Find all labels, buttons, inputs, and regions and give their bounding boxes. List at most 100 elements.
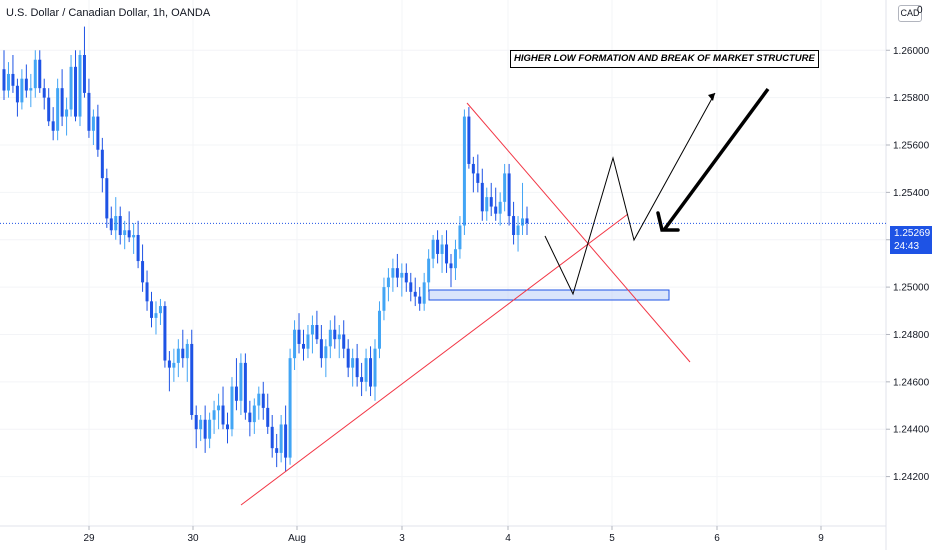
candle[interactable] bbox=[199, 415, 203, 442]
candle[interactable] bbox=[203, 405, 207, 453]
candle[interactable] bbox=[453, 239, 457, 280]
candle[interactable] bbox=[315, 310, 319, 344]
candle[interactable] bbox=[355, 343, 359, 387]
candle[interactable] bbox=[270, 415, 274, 458]
candle[interactable] bbox=[38, 50, 42, 93]
candle[interactable] bbox=[56, 78, 60, 141]
candle[interactable] bbox=[480, 168, 484, 221]
candle[interactable] bbox=[74, 50, 78, 122]
candle[interactable] bbox=[266, 393, 270, 434]
candle[interactable] bbox=[145, 270, 149, 311]
candle[interactable] bbox=[427, 249, 431, 292]
candle[interactable] bbox=[525, 206, 529, 235]
candle[interactable] bbox=[181, 329, 185, 368]
annotation-text-box[interactable]: HIGHER LOW FORMATION AND BREAK OF MARKET… bbox=[510, 50, 819, 68]
descending-trendline[interactable] bbox=[466, 102, 691, 363]
candle[interactable] bbox=[310, 315, 314, 354]
candle[interactable] bbox=[141, 244, 145, 292]
candle[interactable] bbox=[377, 301, 381, 359]
candle[interactable] bbox=[91, 109, 95, 145]
candle[interactable] bbox=[431, 235, 435, 269]
candle[interactable] bbox=[24, 64, 28, 98]
candle[interactable] bbox=[2, 50, 6, 100]
candle[interactable] bbox=[33, 50, 37, 98]
candle[interactable] bbox=[190, 329, 194, 420]
candle[interactable] bbox=[413, 277, 417, 307]
candle[interactable] bbox=[226, 412, 229, 444]
candle[interactable] bbox=[257, 386, 261, 420]
candle[interactable] bbox=[386, 268, 390, 302]
candle[interactable] bbox=[436, 230, 440, 264]
candle[interactable] bbox=[409, 272, 413, 302]
candle[interactable] bbox=[11, 55, 15, 93]
candle[interactable] bbox=[114, 197, 118, 240]
candle[interactable] bbox=[498, 192, 502, 226]
candle[interactable] bbox=[284, 405, 288, 472]
candle[interactable] bbox=[391, 258, 395, 292]
candle[interactable] bbox=[445, 230, 449, 273]
candle[interactable] bbox=[489, 182, 493, 217]
candle[interactable] bbox=[150, 291, 154, 328]
candle[interactable] bbox=[230, 377, 234, 437]
candle[interactable] bbox=[369, 346, 373, 397]
candle[interactable] bbox=[167, 351, 171, 392]
candle[interactable] bbox=[118, 206, 122, 245]
candle[interactable] bbox=[123, 220, 127, 250]
candle[interactable] bbox=[136, 220, 140, 269]
candle[interactable] bbox=[154, 301, 158, 335]
candle[interactable] bbox=[507, 163, 511, 226]
candle[interactable] bbox=[467, 107, 471, 169]
candle[interactable] bbox=[275, 433, 279, 468]
candle[interactable] bbox=[516, 216, 520, 252]
candle[interactable] bbox=[132, 223, 136, 254]
candle[interactable] bbox=[243, 353, 247, 420]
candle[interactable] bbox=[87, 78, 91, 138]
candle[interactable] bbox=[404, 263, 408, 292]
candle[interactable] bbox=[217, 393, 221, 430]
candle[interactable] bbox=[288, 348, 292, 465]
candle[interactable] bbox=[485, 187, 489, 221]
candle[interactable] bbox=[208, 412, 212, 449]
candle[interactable] bbox=[400, 263, 404, 297]
candle[interactable] bbox=[248, 400, 252, 437]
candle[interactable] bbox=[503, 163, 507, 212]
candle[interactable] bbox=[194, 405, 198, 449]
support-zone-rectangle[interactable] bbox=[428, 289, 670, 301]
candle[interactable] bbox=[324, 339, 328, 378]
candle[interactable] bbox=[239, 353, 243, 415]
candle[interactable] bbox=[337, 325, 341, 359]
candle[interactable] bbox=[65, 97, 69, 136]
candle[interactable] bbox=[234, 358, 238, 411]
candle[interactable] bbox=[158, 298, 162, 325]
candle[interactable] bbox=[261, 381, 265, 420]
candle[interactable] bbox=[185, 339, 189, 382]
candle[interactable] bbox=[382, 277, 386, 321]
candle[interactable] bbox=[163, 301, 167, 368]
candle[interactable] bbox=[60, 69, 64, 127]
symbol-title[interactable]: U.S. Dollar / Canadian Dollar, 1h, OANDA bbox=[6, 7, 211, 19]
candle[interactable] bbox=[373, 339, 377, 401]
candle[interactable] bbox=[346, 339, 350, 378]
candle[interactable] bbox=[476, 154, 480, 193]
projected-price-path[interactable] bbox=[544, 92, 716, 296]
candle[interactable] bbox=[221, 386, 225, 430]
candle[interactable] bbox=[342, 320, 346, 359]
candle[interactable] bbox=[96, 104, 100, 157]
candle[interactable] bbox=[471, 156, 475, 193]
candle[interactable] bbox=[279, 415, 283, 463]
currency-badge[interactable]: CAD bbox=[898, 5, 922, 22]
candle[interactable] bbox=[47, 88, 51, 127]
candle[interactable] bbox=[15, 78, 19, 117]
candle[interactable] bbox=[494, 187, 498, 221]
candle[interactable] bbox=[6, 62, 10, 98]
candle[interactable] bbox=[51, 107, 55, 141]
candle[interactable] bbox=[20, 69, 24, 110]
candle[interactable] bbox=[105, 168, 109, 228]
candle[interactable] bbox=[360, 362, 364, 397]
candle[interactable] bbox=[462, 109, 466, 235]
candle[interactable] bbox=[521, 182, 525, 235]
candle[interactable] bbox=[319, 325, 323, 368]
candle[interactable] bbox=[440, 235, 444, 273]
